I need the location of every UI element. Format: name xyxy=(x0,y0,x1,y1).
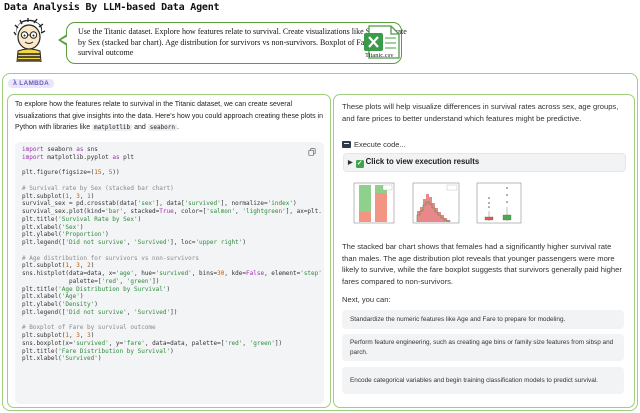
user-prompt-text: Use the Titanic dataset. Explore how fea… xyxy=(78,27,407,57)
result-interpretation: The stacked bar chart shows that females… xyxy=(342,242,622,286)
agent-badge: λ LAMBDA xyxy=(8,79,55,88)
execution-results-toggle[interactable] xyxy=(343,153,626,172)
intro-text: To explore how the features relate to su… xyxy=(15,101,323,131)
inline-code-seaborn: seaborn xyxy=(147,124,178,131)
execute-code-status: Execute code... xyxy=(342,140,406,149)
copy-icon[interactable] xyxy=(308,148,316,156)
suggestion-feature-engineering[interactable]: Perform feature engineering, such as cre… xyxy=(342,334,624,361)
suggestion-standardize[interactable]: Standardize the numeric features like Ag… xyxy=(342,310,624,329)
code-block[interactable] xyxy=(15,142,324,404)
checkmark-icon: ✓ xyxy=(355,160,364,168)
terminal-icon xyxy=(342,141,351,148)
expand-triangle-icon: ▶ xyxy=(348,160,353,166)
fare-boxplot-thumbnail xyxy=(476,182,522,224)
response-intro: To explore how the features relate to su… xyxy=(15,101,323,131)
file-name-label: Titanic.csv xyxy=(365,52,394,59)
suggestion-encode-train[interactable]: Encode categorical variables and begin t… xyxy=(342,367,624,394)
age-distribution-thumbnail xyxy=(412,182,460,224)
page-title: Data Analysis By LLM-based Data Agent xyxy=(4,2,220,13)
survival-rate-by-sex-thumbnail xyxy=(353,182,395,224)
execution-results-label[interactable]: ▶ ✓ Click to view execution results xyxy=(348,157,480,168)
excel-file-icon[interactable] xyxy=(361,24,405,66)
result-summary: These plots will help visualize differen… xyxy=(342,102,619,123)
next-steps-label: Next, you can: xyxy=(342,295,391,304)
inline-code-matplotlib: matplotlib xyxy=(92,124,133,131)
user-avatar xyxy=(13,18,46,62)
agent-badge-label: LAMBDA xyxy=(19,80,50,87)
code-text: import seaborn as sns import matplotlib.… xyxy=(22,146,322,363)
execution-result-plots[interactable] xyxy=(341,177,524,235)
lambda-icon: λ xyxy=(13,80,18,87)
